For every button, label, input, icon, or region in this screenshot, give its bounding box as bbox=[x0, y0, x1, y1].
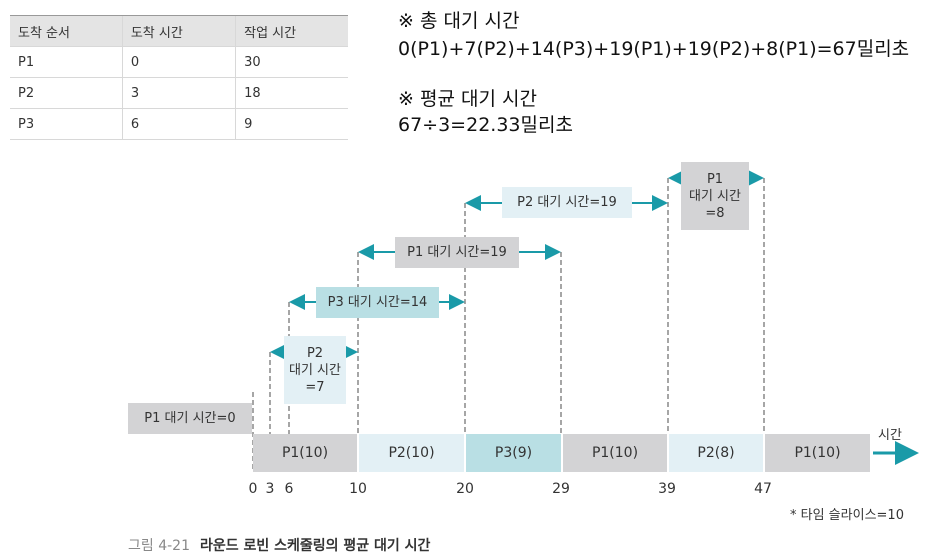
process-table: 도착 순서 도착 시간 작업 시간 P1 0 30 P2 3 18 P3 6 9 bbox=[10, 15, 348, 140]
caption-title: 라운드 로빈 스케줄링의 평균 대기 시간 bbox=[199, 538, 431, 554]
label-line: =7 bbox=[305, 379, 325, 395]
cell: 30 bbox=[235, 46, 348, 78]
label-line: P1 bbox=[706, 171, 724, 187]
tick-label: 0 bbox=[248, 481, 258, 497]
cell: P1 bbox=[10, 46, 123, 78]
label-line: P2 bbox=[306, 345, 324, 361]
label-line: 대기 시간 bbox=[289, 362, 341, 378]
total-wait-title: ※ 총 대기 시간 bbox=[398, 10, 520, 32]
time-slice-note: * 타임 슬라이스=10 bbox=[790, 508, 904, 523]
label-line: =8 bbox=[705, 205, 725, 221]
header-cell: 도착 순서 bbox=[10, 15, 123, 47]
tick-label: 29 bbox=[552, 481, 570, 497]
table-row: P3 6 9 bbox=[10, 108, 348, 140]
table-header: 도착 순서 도착 시간 작업 시간 bbox=[10, 15, 348, 47]
p3-wait-14-label: P3 대기 시간=14 bbox=[316, 287, 439, 318]
label-line: 대기 시간 bbox=[689, 188, 741, 204]
gantt-block-p1: P1(10) bbox=[765, 434, 870, 472]
p1-wait-8-label: P1 대기 시간 =8 bbox=[681, 162, 749, 230]
gantt-block-p2: P2(8) bbox=[669, 434, 763, 472]
tick-label: 20 bbox=[456, 481, 474, 497]
p2-wait-19-label: P2 대기 시간=19 bbox=[502, 187, 632, 218]
total-wait-formula: 0(P1)+7(P2)+14(P3)+19(P1)+19(P2)+8(P1)=6… bbox=[398, 38, 910, 60]
tick-label: 6 bbox=[284, 481, 294, 497]
cell: 0 bbox=[121, 46, 236, 78]
cell: 6 bbox=[121, 108, 236, 140]
cell: 18 bbox=[235, 77, 348, 109]
gantt-block-p3: P3(9) bbox=[466, 434, 561, 472]
tick-label: 39 bbox=[658, 481, 676, 497]
cell: 9 bbox=[235, 108, 348, 140]
tick-label: 10 bbox=[349, 481, 367, 497]
avg-wait-title: ※ 평균 대기 시간 bbox=[398, 88, 537, 110]
gantt-block-p1: P1(10) bbox=[253, 434, 357, 472]
tick-label: 47 bbox=[754, 481, 772, 497]
gantt-block-p1: P1(10) bbox=[563, 434, 667, 472]
cell: 3 bbox=[121, 77, 236, 109]
header-cell: 도착 시간 bbox=[121, 15, 236, 47]
caption-number: 그림 4-21 bbox=[128, 538, 190, 554]
figure-caption: 그림 4-21 라운드 로빈 스케줄링의 평균 대기 시간 bbox=[128, 535, 430, 555]
p1-wait-0-label: P1 대기 시간=0 bbox=[128, 403, 252, 434]
cell: P2 bbox=[10, 77, 123, 109]
header-cell: 작업 시간 bbox=[235, 15, 348, 47]
p1-wait-19-label: P1 대기 시간=19 bbox=[395, 237, 519, 268]
gantt-block-p2: P2(10) bbox=[359, 434, 464, 472]
table-row: P2 3 18 bbox=[10, 77, 348, 109]
p2-wait-7-label: P2 대기 시간 =7 bbox=[284, 336, 346, 404]
table-row: P1 0 30 bbox=[10, 46, 348, 78]
axis-label: 시간 bbox=[878, 428, 902, 443]
tick-label: 3 bbox=[265, 481, 275, 497]
avg-wait-formula: 67÷3=22.33밀리초 bbox=[398, 114, 573, 136]
cell: P3 bbox=[10, 108, 123, 140]
